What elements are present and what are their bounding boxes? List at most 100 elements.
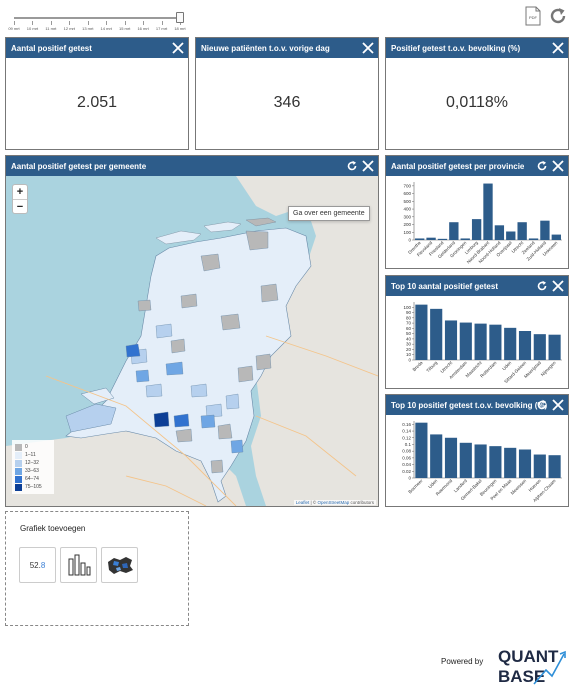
slider-track[interactable]	[14, 17, 180, 19]
bar	[415, 238, 425, 240]
legend-item: 12–32	[15, 459, 51, 467]
leaflet-link[interactable]: Leaflet	[295, 500, 310, 505]
y-tick-label: 90	[406, 310, 412, 315]
bar	[444, 437, 458, 478]
chart-title: Top 10 positief getest t.o.v. bevolking …	[391, 400, 548, 410]
slider-date-label: 12 mrt	[63, 26, 75, 31]
slider-ticks	[10, 21, 182, 27]
bar	[471, 219, 482, 240]
add-map-button[interactable]	[101, 547, 138, 583]
bar	[459, 442, 472, 478]
kpi-sample-text: 52.8	[30, 561, 46, 570]
top-toolbar: PDF	[524, 6, 568, 26]
bar	[517, 222, 527, 240]
close-icon[interactable]	[362, 160, 374, 172]
netherlands-map[interactable]	[6, 176, 378, 506]
attribution-rest: contributors	[349, 500, 374, 505]
kpi-value: 346	[273, 94, 301, 111]
y-tick-label: 100	[403, 230, 411, 235]
slider-handle[interactable]	[176, 12, 184, 23]
bar	[540, 220, 550, 240]
slider-date-label: 14 mrt	[100, 26, 112, 31]
close-icon[interactable]	[552, 399, 564, 411]
slider-tick	[87, 21, 89, 25]
attribution-sep: | ©	[309, 500, 318, 505]
reload-icon[interactable]	[536, 280, 548, 292]
kpi-panel-header: Positief getest t.o.v. bevolking (%)	[386, 38, 568, 58]
zoom-in-button[interactable]: +	[16, 186, 24, 198]
add-chart-title: Grafiek toevoegen	[20, 524, 86, 533]
chart-panel-provincie: Aantal positief getest per provincie 0 10…	[385, 155, 569, 269]
legend-item: 64–74	[15, 475, 51, 483]
bar	[489, 446, 502, 478]
map-legend: 0 1–11 12–32 33–63 64–74 75–105	[12, 440, 54, 494]
legend-swatch	[15, 467, 22, 475]
x-tick-label: Breda	[412, 360, 424, 372]
zoom-out-button[interactable]: −	[13, 199, 27, 213]
close-icon[interactable]	[552, 160, 564, 172]
bar	[430, 434, 443, 478]
logo-line1: QUANT	[498, 647, 559, 666]
osm-link[interactable]: OpenStreetMap	[317, 500, 350, 505]
bar	[504, 447, 517, 478]
slider-tick	[180, 21, 181, 25]
bar	[449, 222, 459, 240]
chart-panel-top10: Top 10 aantal positief getest 0 10 20 30 40 5…	[385, 275, 569, 389]
slider-date-label: 18 mrt	[174, 26, 186, 31]
powered-by-label: Powered by	[441, 657, 484, 666]
y-tick-label: 0.06	[402, 455, 411, 460]
map-attribution: Leaflet | © OpenStreetMap contributors	[293, 500, 376, 505]
y-tick-label: 400	[403, 207, 411, 212]
bar	[504, 327, 517, 360]
y-tick-label: 10	[406, 352, 412, 357]
kpi-panel-new-patients: Nieuwe patiënten t.o.v. vorige dag 346	[195, 37, 379, 150]
kpi-title: Nieuwe patiënten t.o.v. vorige dag	[201, 43, 330, 53]
y-tick-label: 30	[406, 342, 412, 347]
slider-tick	[124, 21, 126, 25]
reload-icon[interactable]	[536, 160, 548, 172]
slider-date-label: 16 mrt	[137, 26, 149, 31]
reload-icon[interactable]	[346, 160, 358, 172]
close-icon[interactable]	[552, 280, 564, 292]
legend-swatch	[15, 443, 22, 451]
bar	[430, 308, 443, 360]
chart-title: Aantal positief getest per provincie	[391, 161, 525, 171]
legend-swatch	[15, 483, 22, 491]
add-kpi-button[interactable]: 52.8	[19, 547, 56, 583]
refresh-icon[interactable]	[548, 6, 568, 26]
close-icon[interactable]	[552, 42, 564, 54]
kpi-value: 2.051	[76, 94, 118, 111]
bar	[426, 237, 436, 240]
bar	[494, 225, 505, 240]
y-tick-label: 40	[406, 336, 412, 341]
kpi-panel-header: Nieuwe patiënten t.o.v. vorige dag	[196, 38, 378, 58]
quantbase-logo[interactable]: QUANT BASE	[494, 644, 568, 688]
kpi-sample-main: 52.	[29, 560, 41, 570]
kpi-panel-population: Positief getest t.o.v. bevolking (%) 0,0…	[385, 37, 569, 150]
chart-panel-header: Aantal positief getest per provincie	[386, 156, 568, 176]
date-slider[interactable]: 09 mrt 10 mrt 11 mrt 12 mrt 13 mrt 14 mrt 15 m…	[8, 8, 186, 36]
bar	[474, 323, 487, 360]
legend-label: 64–74	[25, 476, 39, 482]
map-panel-title: Aantal positief getest per gemeente	[11, 161, 147, 171]
map-hover-tooltip: Ga over een gemeente	[288, 206, 370, 221]
slider-tick	[106, 21, 108, 25]
slider-tick	[32, 21, 34, 25]
close-icon[interactable]	[362, 42, 374, 54]
slider-tick	[50, 21, 52, 25]
bar	[551, 234, 561, 240]
close-icon[interactable]	[172, 42, 184, 54]
reload-icon[interactable]	[536, 399, 548, 411]
pdf-icon-label: PDF	[529, 15, 538, 20]
pdf-icon[interactable]: PDF	[524, 6, 542, 26]
map-canvas[interactable]: + − Ga over een gemeente 0 1–11 12–32 33–63…	[6, 176, 378, 506]
legend-item: 0	[15, 443, 51, 451]
slider-date-label: 10 mrt	[26, 26, 39, 31]
add-bar-chart-button[interactable]	[60, 547, 97, 583]
kpi-panel-positive: Aantal positief getest 2.051	[5, 37, 189, 150]
bar	[460, 238, 470, 240]
legend-swatch	[15, 451, 22, 459]
y-tick-label: 700	[403, 183, 411, 188]
x-tick-label: Meerssen	[510, 478, 528, 496]
bar	[533, 454, 546, 478]
